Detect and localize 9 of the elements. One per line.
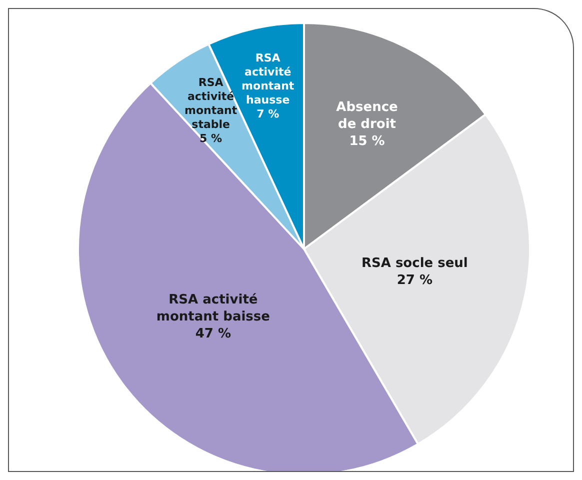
slice-label: RSA socle seul — [361, 256, 468, 271]
data-label: 47 % — [195, 326, 232, 341]
slice-label: RSA activité montant hausse — [242, 51, 294, 106]
slice-label: RSA activité montant baisse — [156, 292, 270, 324]
data-label: 27 % — [396, 272, 433, 288]
data-label: 5 % — [200, 132, 222, 145]
slice-label: Absence de droit — [336, 99, 398, 132]
data-label: 7 % — [256, 107, 280, 120]
data-label: 15 % — [349, 133, 385, 148]
